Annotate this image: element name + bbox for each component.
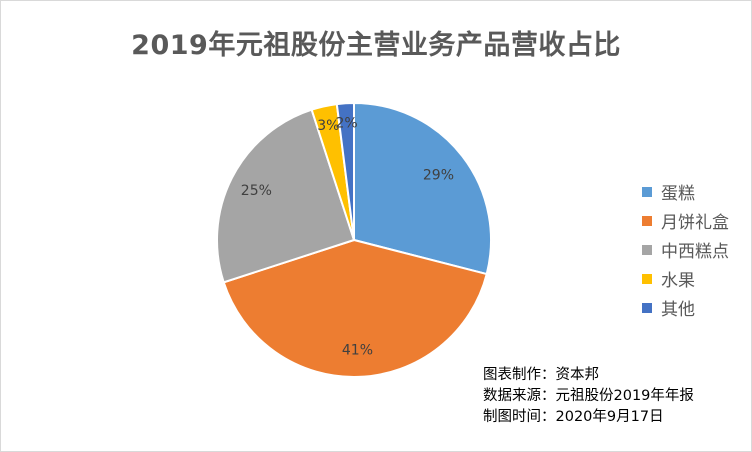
legend-item-other: 其他 [642, 293, 729, 322]
pie-slice-cake [353, 101, 492, 276]
legend-label: 其他 [661, 300, 695, 320]
legend-item-mooncake: 月饼礼盒 [642, 206, 729, 235]
legend-swatch [642, 215, 652, 226]
legend-item-cake: 蛋糕 [642, 177, 729, 206]
data-label-mooncake: 41% [342, 343, 373, 359]
legend-swatch [642, 273, 652, 284]
legend-label: 月饼礼盒 [661, 213, 729, 233]
note-author: 图表制作：资本邦 [483, 367, 599, 383]
pie-slice-other [335, 101, 355, 241]
chart-title: 2019年元祖股份主营业务产品营收占比 [131, 30, 621, 61]
data-label-cake: 29% [423, 168, 454, 184]
data-label-other: 2% [335, 115, 357, 131]
legend-label: 蛋糕 [661, 184, 695, 204]
pie-slice-pastry [216, 108, 356, 284]
legend: 蛋糕 月饼礼盒 中西糕点 水果 其他 [642, 177, 729, 322]
pie-labels: 29% 41% 25% 3%2% [241, 115, 454, 358]
legend-label: 水果 [661, 271, 695, 291]
legend-swatch [642, 302, 652, 313]
data-label-pastry: 25% [241, 183, 272, 199]
note-date: 制图时间：2020年9月17日 [483, 409, 664, 425]
data-label-fruit: 3% [317, 118, 339, 134]
source-notes: 图表制作：资本邦 数据来源：元祖股份2019年年报 制图时间：2020年9月17… [483, 365, 694, 428]
note-source: 数据来源：元祖股份2019年年报 [483, 388, 694, 404]
legend-label: 中西糕点 [661, 242, 729, 262]
legend-item-fruit: 水果 [642, 264, 729, 293]
legend-item-pastry: 中西糕点 [642, 235, 729, 264]
legend-swatch [642, 244, 652, 255]
legend-swatch [642, 186, 652, 197]
pie-slice-mooncake [222, 238, 488, 379]
pie-slices [216, 101, 492, 379]
